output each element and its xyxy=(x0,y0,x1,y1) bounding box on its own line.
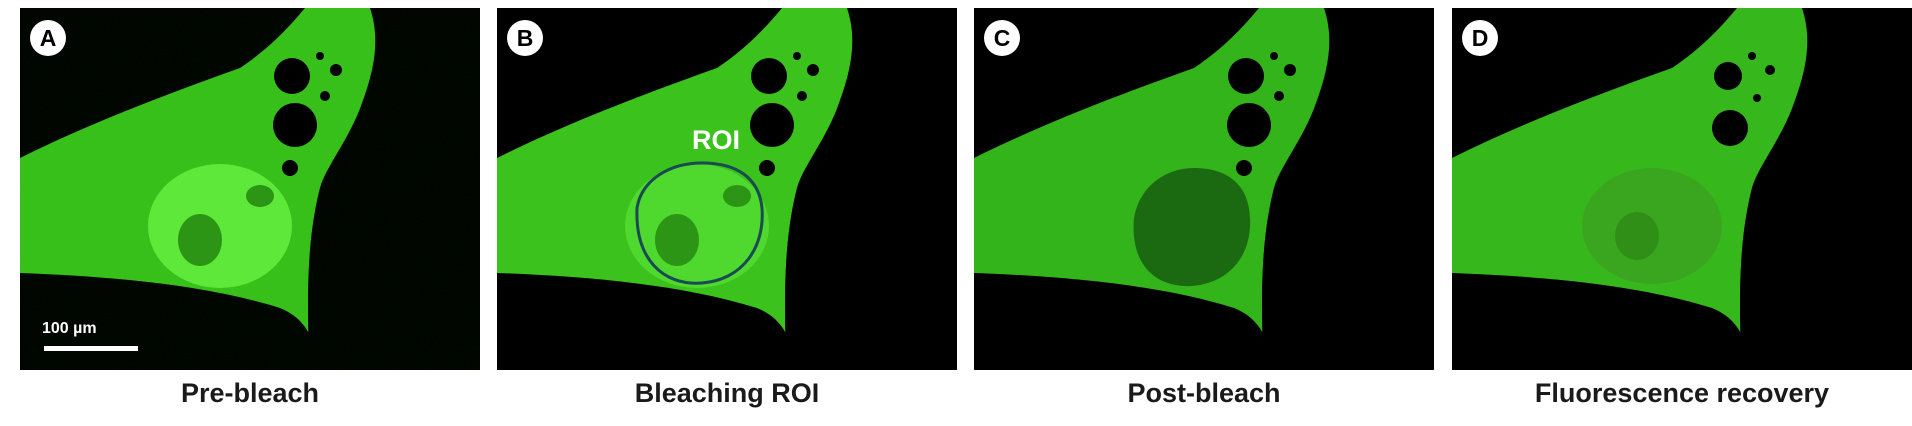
panel-a-letter: A xyxy=(30,20,66,56)
panel-c-caption: Post-bleach xyxy=(1127,378,1281,408)
scale-bar xyxy=(44,346,138,351)
panel-b-caption: Bleaching ROI xyxy=(634,378,820,408)
panel-b-letter: B xyxy=(507,20,543,56)
panel-c-letter: C xyxy=(984,20,1020,56)
panel-d-image: D xyxy=(1452,8,1912,370)
panel-c-image: C xyxy=(974,8,1434,370)
panel-d-caption: Fluorescence recovery xyxy=(1534,378,1830,408)
panel-a-image: A 100 µm xyxy=(20,8,480,370)
panel-a-caption: Pre-bleach xyxy=(180,378,320,408)
panel-d-letter: D xyxy=(1462,20,1498,56)
roi-label: ROI xyxy=(692,125,741,155)
scale-bar-label: 100 µm xyxy=(42,320,97,337)
panel-b-image: B ROI xyxy=(497,8,957,370)
